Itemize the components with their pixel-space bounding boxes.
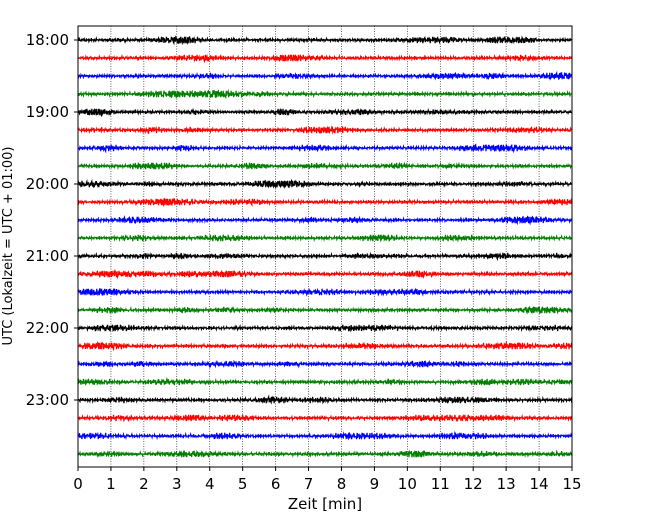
y-tick-label: 20:00	[26, 175, 69, 193]
x-tick-label: 10	[398, 475, 417, 493]
seismic-trace	[77, 88, 573, 100]
x-tick-label: 5	[238, 475, 248, 493]
y-tick-label: 22:00	[26, 319, 69, 337]
seismic-trace	[77, 143, 573, 154]
seismic-trace	[77, 107, 573, 118]
seismic-trace	[77, 305, 573, 315]
x-tick-label: 8	[337, 475, 347, 493]
y-axis-ticks: 18:00 19:00 20:00 21:00 22:00 23:00	[26, 31, 78, 409]
x-tick-label: 14	[530, 475, 549, 493]
x-tick-label: 13	[497, 475, 516, 493]
seismic-trace	[77, 197, 573, 207]
grid	[110, 26, 540, 467]
seismic-trace	[77, 53, 573, 64]
plot-frame	[77, 25, 573, 468]
seismic-trace	[77, 340, 573, 352]
x-axis-label: Zeit [min]	[288, 495, 362, 513]
seismic-trace	[77, 161, 573, 170]
x-tick-label: 2	[139, 475, 149, 493]
seismic-trace	[77, 251, 573, 261]
x-tick-label: 6	[271, 475, 281, 493]
seismic-trace	[77, 449, 573, 459]
seismic-trace	[77, 233, 573, 243]
y-axis-label: UTC (Lokalzeit = UTC + 01:00)	[1, 147, 16, 346]
seismic-trace	[77, 35, 573, 46]
seismic-trace	[77, 215, 573, 226]
seismic-trace	[77, 268, 573, 280]
x-axis-ticks: 0 1 2 3 4 5 6 7 8 9 10 11 12 13 14 15	[73, 467, 582, 493]
x-tick-label: 9	[370, 475, 380, 493]
seismic-trace	[77, 413, 573, 423]
x-tick-label: 11	[431, 475, 450, 493]
seismic-trace	[77, 125, 573, 135]
y-tick-label: 18:00	[26, 31, 69, 49]
seismic-trace	[77, 394, 573, 405]
traces	[77, 35, 573, 459]
seismic-trace	[77, 287, 573, 297]
seismic-trace	[77, 70, 573, 81]
x-tick-label: 1	[106, 475, 116, 493]
y-tick-label: 19:00	[26, 103, 69, 121]
x-tick-label: 15	[562, 475, 581, 493]
x-tick-label: 12	[464, 475, 483, 493]
seismic-trace	[77, 324, 573, 333]
seismic-trace	[77, 376, 573, 387]
x-tick-label: 7	[304, 475, 314, 493]
x-tick-label: 3	[172, 475, 182, 493]
y-tick-label: 21:00	[26, 247, 69, 265]
y-tick-label: 23:00	[26, 391, 69, 409]
seismic-trace	[77, 359, 573, 369]
x-tick-label: 4	[205, 475, 215, 493]
seismic-trace	[77, 430, 573, 441]
seismic-trace	[77, 178, 573, 190]
x-tick-label: 0	[73, 475, 83, 493]
